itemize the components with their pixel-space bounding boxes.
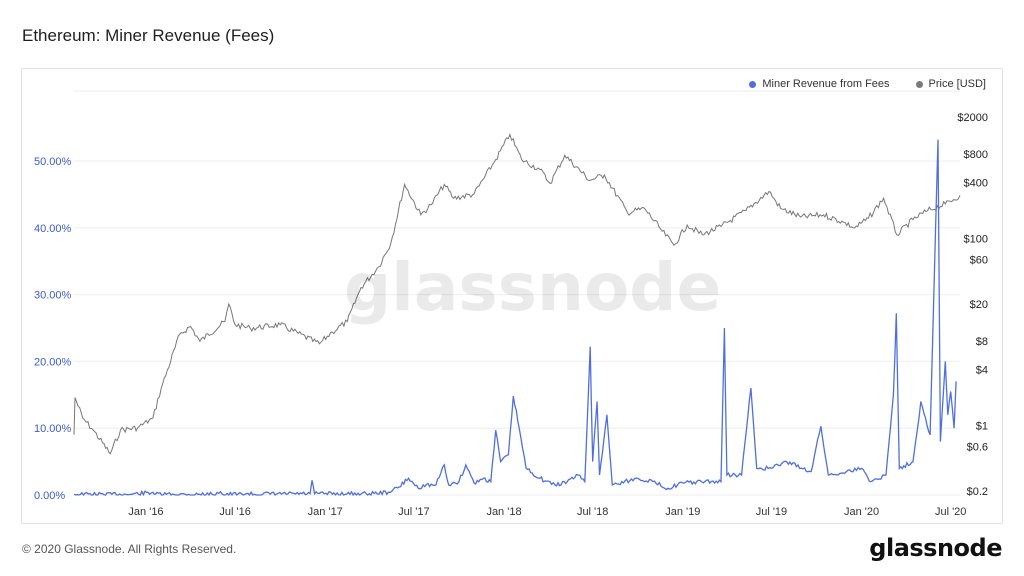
- fees-series: [73, 139, 957, 497]
- x-tick-label: Jan '17: [308, 506, 343, 518]
- left-tick-label: 0.00%: [34, 490, 65, 502]
- x-tick-label: Jan '18: [486, 506, 521, 518]
- chart-card: 0.00% 10.00% 20.00% 30.00% 40.00% 50.00% $0.2…: [21, 68, 1003, 524]
- right-tick-label: $4: [976, 364, 988, 376]
- page-title: Ethereum: Miner Revenue (Fees): [22, 26, 275, 45]
- right-tick-label: $100: [964, 234, 988, 246]
- footer-copyright: © 2020 Glassnode. All Rights Reserved.: [22, 542, 237, 556]
- price-line: [73, 132, 961, 455]
- legend: Miner Revenue from Fees Price [USD]: [749, 78, 986, 90]
- left-axis-ticks: 0.00% 10.00% 20.00% 30.00% 40.00% 50.00%: [34, 156, 72, 502]
- x-axis-ticks: Jan '16 Jul '16 Jan '17 Jul '17 Jan '18 Jul '…: [128, 506, 966, 518]
- right-tick-label: $800: [964, 149, 988, 161]
- right-tick-label: $0.2: [967, 486, 988, 498]
- x-tick-label: Jul '20: [935, 506, 966, 518]
- footer-logo: glassnode: [869, 534, 1002, 562]
- right-tick-label: $0.6: [967, 441, 988, 453]
- fees-legend-dot-icon: [749, 80, 757, 88]
- right-tick-label: $1: [976, 421, 988, 433]
- left-tick-label: 10.00%: [34, 423, 72, 435]
- x-tick-label: Jan '16: [128, 506, 163, 518]
- legend-item-fees[interactable]: Miner Revenue from Fees: [749, 78, 890, 90]
- fees-line: [73, 139, 957, 497]
- price-legend-dot-icon: [915, 80, 923, 88]
- legend-label-price: Price [USD]: [928, 78, 986, 90]
- chart-plot: 0.00% 10.00% 20.00% 30.00% 40.00% 50.00% $0.2…: [34, 90, 988, 518]
- right-tick-label: $8: [976, 336, 988, 348]
- right-tick-label: $2000: [957, 112, 988, 124]
- x-tick-label: Jul '18: [577, 506, 608, 518]
- grid-lines: [74, 90, 960, 496]
- right-axis-ticks: $0.2 $0.6 $1 $4 $8 $20 $60 $100 $400 $800 $2000: [957, 112, 988, 498]
- right-tick-label: $60: [970, 254, 988, 266]
- right-tick-label: $20: [970, 299, 988, 311]
- legend-item-price[interactable]: Price [USD]: [915, 78, 986, 90]
- x-tick-label: Jul '19: [756, 506, 787, 518]
- left-tick-label: 50.00%: [34, 156, 72, 168]
- left-tick-label: 30.00%: [34, 290, 72, 302]
- price-series: [73, 132, 961, 455]
- left-tick-label: 40.00%: [34, 223, 72, 235]
- x-tick-label: Jan '20: [844, 506, 879, 518]
- right-tick-label: $400: [964, 177, 988, 189]
- legend-label-fees: Miner Revenue from Fees: [762, 78, 890, 90]
- watermark-logo: glassnode: [344, 249, 722, 326]
- left-tick-label: 20.00%: [34, 356, 72, 368]
- x-tick-label: Jul '17: [398, 506, 429, 518]
- x-tick-label: Jul '16: [219, 506, 250, 518]
- x-tick-label: Jan '19: [665, 506, 700, 518]
